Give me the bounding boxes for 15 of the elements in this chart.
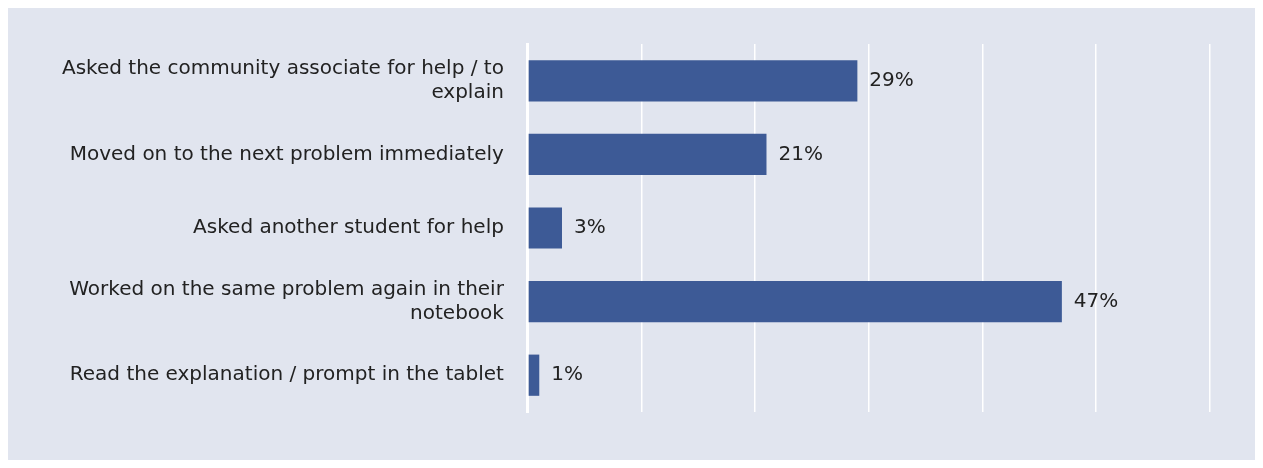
- y-tick-label: Read the explanation / prompt in the tablet: [69, 361, 505, 386]
- bar: [528, 60, 858, 102]
- data-label: 29%: [869, 67, 914, 91]
- data-label: 21%: [778, 140, 823, 165]
- bar: [528, 207, 562, 249]
- y-tick-label: Worked on the same problem again in their notebook: [69, 275, 505, 324]
- bar: [528, 354, 540, 396]
- bar: [528, 280, 1062, 323]
- y-tick-label: Asked the community associate for help / to explain: [61, 55, 504, 103]
- data-label: 1%: [551, 361, 584, 386]
- data-label: 3%: [574, 214, 606, 239]
- y-tick-label: Asked another student for help: [193, 214, 504, 239]
- bar: [528, 133, 767, 176]
- data-label: 47%: [1073, 287, 1119, 312]
- y-tick-label: Moved on to the next problem immediately: [69, 140, 505, 165]
